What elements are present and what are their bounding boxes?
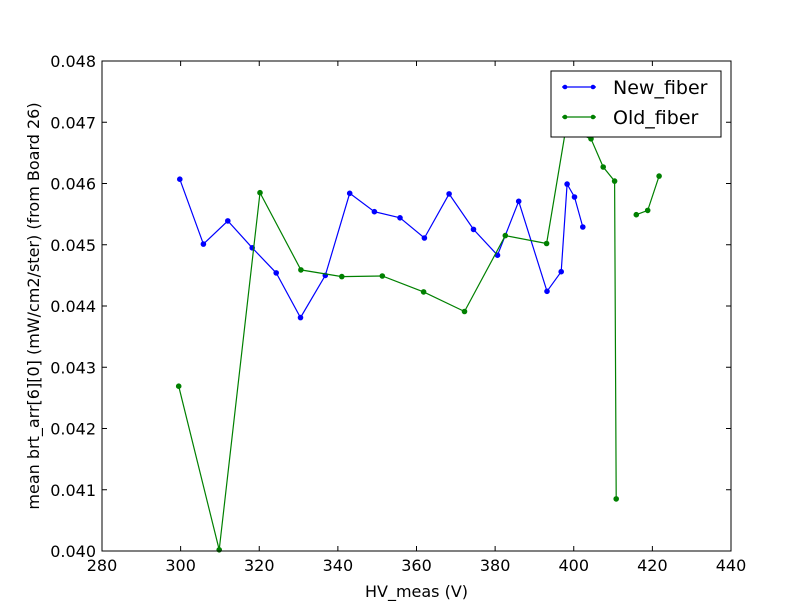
x-tick-label: 280 [87, 556, 118, 575]
legend-label-new-fiber: New_fiber [613, 77, 708, 99]
data-point-new-fiber [515, 198, 522, 205]
data-point-new-fiber [225, 218, 231, 224]
data-point-old-fiber [257, 189, 263, 196]
legend: New_fiber Old_fiber [550, 70, 722, 138]
y-tick-label: 0.043 [50, 358, 96, 377]
data-point-old-fiber [420, 289, 427, 295]
data-point-old-fiber [600, 164, 607, 170]
x-tick-label: 340 [323, 556, 354, 575]
data-point-old-fiber [502, 232, 509, 239]
legend-label-old-fiber: Old_fiber [613, 107, 699, 129]
legend-marker-new-fiber [562, 84, 568, 90]
data-point-new-fiber [346, 190, 353, 197]
y-tick-label: 0.040 [50, 542, 96, 561]
data-point-old-fiber [633, 211, 640, 218]
data-point-old-fiber [613, 496, 620, 502]
y-tick-label: 0.046 [50, 175, 96, 194]
y-tick-label: 0.041 [50, 481, 96, 500]
y-tick-label: 0.047 [50, 113, 96, 132]
data-point-new-fiber [564, 181, 570, 187]
data-point-new-fiber [571, 194, 578, 200]
data-point-old-fiber [644, 207, 651, 214]
data-point-old-fiber [656, 173, 662, 179]
y-tick-label: 0.042 [50, 420, 96, 439]
data-point-new-fiber [273, 270, 280, 276]
y-tick-label: 0.044 [50, 297, 96, 316]
legend-box [550, 70, 722, 138]
y-tick-label: 0.048 [50, 52, 96, 71]
x-axis-ticks: 280 300 320 340 360 380 400 420 440 [87, 61, 747, 575]
legend-marker-old-fiber [562, 114, 568, 120]
x-tick-label: 380 [480, 556, 511, 575]
data-point-new-fiber [371, 208, 378, 215]
y-axis-label: mean brt_arr[6][0] (mW/cm2/ster) (from B… [24, 102, 44, 509]
data-point-new-fiber [297, 314, 304, 321]
series-line-new-fiber [179, 178, 584, 319]
data-point-new-fiber [200, 241, 207, 247]
x-axis-label: HV_meas (V) [365, 582, 468, 602]
y-tick-label: 0.045 [50, 236, 96, 255]
data-point-old-fiber [611, 178, 618, 184]
data-point-old-fiber [379, 273, 386, 279]
data-point-new-fiber [446, 191, 452, 197]
x-tick-label: 400 [558, 556, 589, 575]
data-point-new-fiber [397, 215, 403, 221]
data-point-new-fiber [558, 268, 565, 275]
data-point-old-fiber [543, 240, 550, 247]
x-tick-label: 360 [401, 556, 432, 575]
data-point-old-fiber [298, 267, 304, 273]
x-tick-label: 440 [716, 556, 747, 575]
data-point-old-fiber [339, 273, 345, 280]
data-point-new-fiber [177, 176, 183, 182]
x-tick-label: 320 [244, 556, 275, 575]
x-tick-label: 420 [637, 556, 668, 575]
legend-marker-new-fiber [590, 84, 596, 90]
plot-content [175, 125, 662, 553]
data-point-new-fiber [421, 235, 428, 241]
x-tick-label: 300 [165, 556, 196, 575]
legend-marker-old-fiber [590, 114, 596, 120]
data-point-new-fiber [544, 288, 550, 295]
data-point-old-fiber [175, 383, 182, 390]
data-point-old-fiber [461, 308, 468, 315]
data-point-new-fiber [470, 226, 477, 233]
data-point-new-fiber [580, 224, 586, 230]
y-axis-ticks: 0.040 0.041 0.042 0.043 0.044 0.045 0.046 0.047… [50, 52, 731, 561]
